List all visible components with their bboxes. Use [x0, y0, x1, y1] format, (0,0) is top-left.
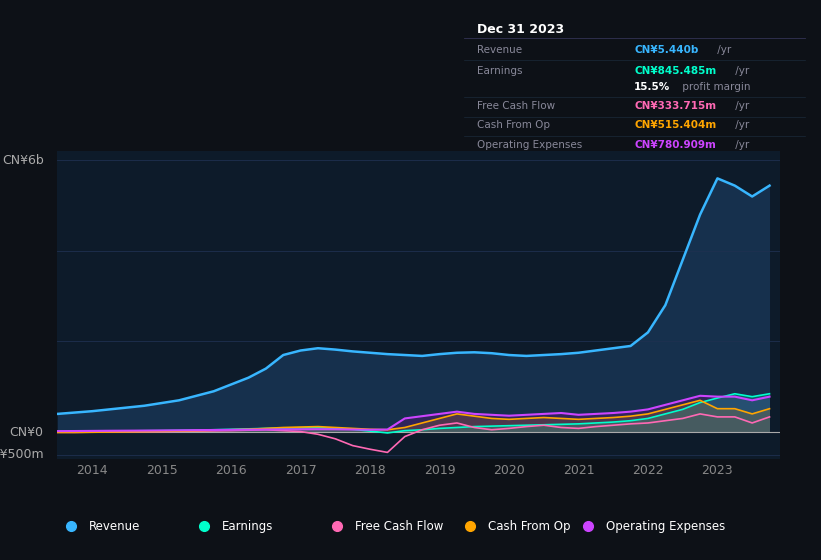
- Text: Revenue: Revenue: [478, 45, 523, 55]
- Text: Cash From Op: Cash From Op: [478, 120, 551, 130]
- Text: Cash From Op: Cash From Op: [488, 520, 571, 533]
- Text: /yr: /yr: [732, 101, 749, 111]
- Text: /yr: /yr: [732, 66, 749, 76]
- Text: /yr: /yr: [732, 120, 749, 130]
- Text: Earnings: Earnings: [222, 520, 273, 533]
- Text: CN¥845.485m: CN¥845.485m: [635, 66, 717, 76]
- Text: /yr: /yr: [714, 45, 732, 55]
- Text: Free Cash Flow: Free Cash Flow: [355, 520, 443, 533]
- Text: CN¥333.715m: CN¥333.715m: [635, 101, 717, 111]
- Text: Dec 31 2023: Dec 31 2023: [478, 23, 565, 36]
- Text: Earnings: Earnings: [478, 66, 523, 76]
- Text: CN¥5.440b: CN¥5.440b: [635, 45, 699, 55]
- Text: 15.5%: 15.5%: [635, 82, 671, 92]
- Text: Operating Expenses: Operating Expenses: [478, 140, 583, 150]
- Text: /yr: /yr: [732, 140, 749, 150]
- Text: -CN¥500m: -CN¥500m: [0, 448, 44, 461]
- Text: Free Cash Flow: Free Cash Flow: [478, 101, 556, 111]
- Text: CN¥6b: CN¥6b: [2, 154, 44, 167]
- Text: profit margin: profit margin: [678, 82, 750, 92]
- Text: CN¥780.909m: CN¥780.909m: [635, 140, 716, 150]
- Text: CN¥515.404m: CN¥515.404m: [635, 120, 717, 130]
- Text: Revenue: Revenue: [89, 520, 140, 533]
- Text: CN¥0: CN¥0: [10, 426, 44, 438]
- Text: Operating Expenses: Operating Expenses: [606, 520, 726, 533]
